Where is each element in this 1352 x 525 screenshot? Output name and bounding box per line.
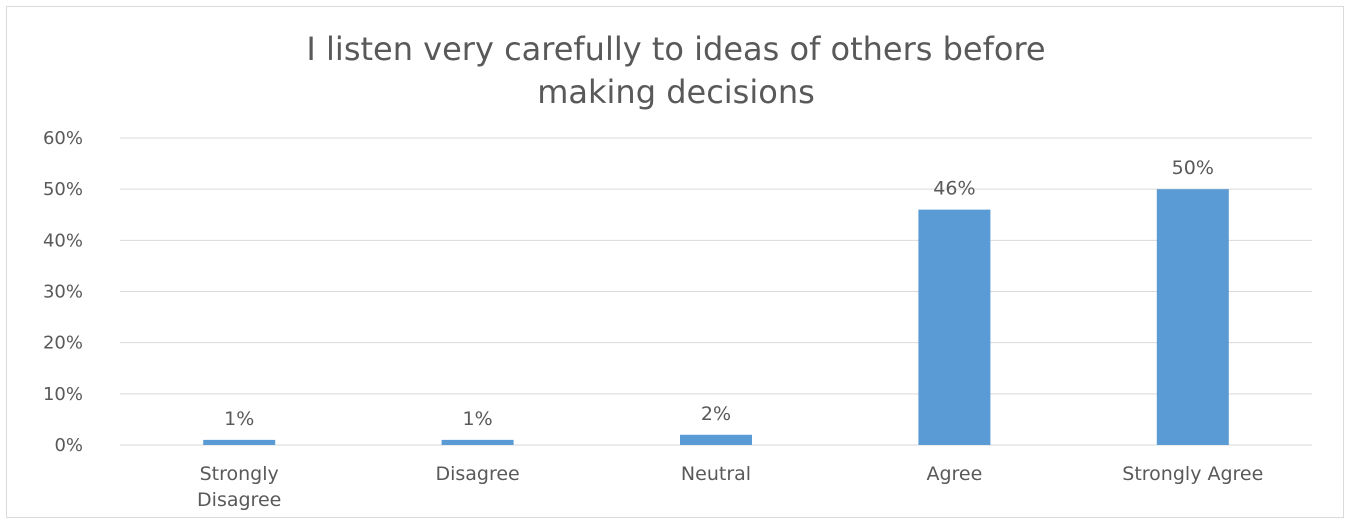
y-tick-label: 60% xyxy=(43,128,83,149)
data-label: 2% xyxy=(701,403,731,425)
y-tick-label: 20% xyxy=(43,333,83,354)
chart-title: I listen very carefully to ideas of othe… xyxy=(0,28,1352,114)
y-tick-label: 50% xyxy=(43,179,83,200)
category-label: Strongly xyxy=(200,463,279,485)
bar xyxy=(1156,189,1229,445)
data-label: 1% xyxy=(463,408,493,430)
y-tick-label: 0% xyxy=(54,435,83,456)
bar xyxy=(680,434,752,445)
data-label: 46% xyxy=(933,178,975,200)
y-tick-label: 40% xyxy=(43,230,83,251)
chart-frame xyxy=(6,6,1344,518)
bar xyxy=(441,439,514,445)
chart-title-line-1: I listen very carefully to ideas of othe… xyxy=(306,30,1046,68)
data-label: 50% xyxy=(1172,157,1214,179)
chart-title-line-2: making decisions xyxy=(537,73,815,111)
data-label: 1% xyxy=(224,408,254,430)
bar xyxy=(918,209,991,445)
bar xyxy=(203,439,276,445)
category-label: Neutral xyxy=(681,463,751,485)
category-label: Disagree xyxy=(197,489,281,511)
category-label: Agree xyxy=(926,463,982,485)
category-label: Disagree xyxy=(435,463,519,485)
y-tick-label: 30% xyxy=(43,282,83,303)
category-label: Strongly Agree xyxy=(1122,463,1263,485)
y-tick-label: 10% xyxy=(43,384,83,405)
